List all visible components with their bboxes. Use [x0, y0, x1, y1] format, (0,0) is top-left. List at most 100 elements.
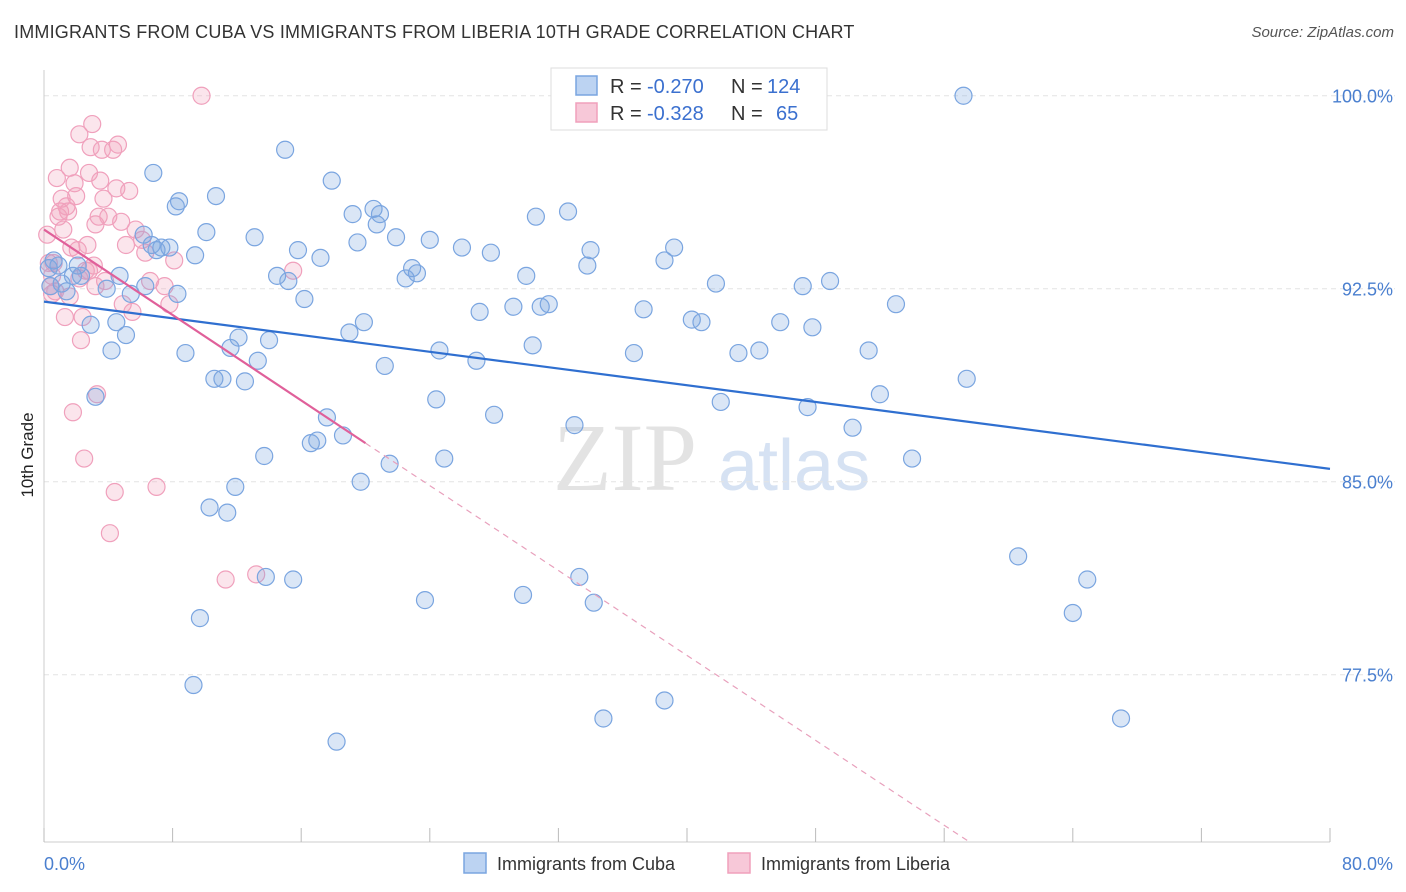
cuba-point — [311, 248, 330, 267]
cuba-point — [136, 277, 155, 296]
cuba-point — [558, 202, 578, 221]
liberia-point — [192, 86, 211, 105]
liberia-points — [38, 86, 303, 589]
cuba-point — [407, 264, 427, 283]
cuba-point — [256, 567, 275, 587]
cuba-point — [578, 256, 597, 275]
cuba-point — [245, 228, 264, 247]
cuba-point — [485, 405, 504, 424]
cuba-point — [711, 392, 730, 412]
cuba-point — [351, 472, 370, 491]
cuba-point — [386, 228, 406, 247]
liberia-point — [59, 202, 78, 221]
legend-cuba-r-value: -0.270 — [647, 76, 704, 98]
cuba-point — [380, 454, 399, 473]
liberia-point — [70, 125, 89, 144]
cuba-point — [284, 570, 303, 589]
cuba-trend-line — [43, 300, 1331, 470]
cuba-point — [86, 387, 105, 406]
cuba-point — [565, 416, 584, 435]
cuba-point — [213, 369, 232, 388]
liberia-point — [147, 477, 166, 496]
legend-swatch-liberia — [575, 102, 598, 123]
cuba-point — [798, 398, 817, 417]
cuba-point — [279, 271, 298, 291]
y-axis-label: 10th Grade — [18, 412, 37, 497]
cuba-point — [481, 243, 500, 262]
liberia-point — [216, 570, 235, 589]
cuba-point — [169, 192, 189, 211]
y-tick-label-1: 85.0% — [1342, 473, 1393, 493]
cuba-point — [295, 289, 314, 309]
liberia-point — [67, 186, 86, 206]
y-tick-label-2: 92.5% — [1342, 280, 1393, 300]
cuba-point — [176, 343, 195, 363]
cuba-point — [370, 205, 390, 224]
liberia-point — [83, 114, 102, 134]
liberia-point — [81, 138, 100, 157]
legend-box: R = -0.270 N = 124 R = -0.328 N = 65 — [550, 67, 828, 131]
cuba-point — [655, 251, 674, 270]
cuba-point — [229, 328, 248, 347]
trend-lines — [43, 228, 1331, 843]
bottom-legend: Immigrants from Cuba Immigrants from Lib… — [463, 852, 951, 874]
y-tick-label-0: 77.5% — [1342, 666, 1393, 686]
cuba-point — [184, 675, 203, 695]
cuba-point — [81, 315, 100, 334]
liberia-point — [71, 331, 91, 350]
cuba-point — [820, 271, 840, 291]
cuba-point — [206, 186, 226, 206]
liberia-point — [89, 207, 108, 226]
liberia-point — [105, 482, 124, 502]
cuba-point — [322, 171, 341, 190]
liberia-point — [94, 189, 113, 208]
cuba-point — [692, 313, 711, 332]
liberia-point — [104, 140, 123, 159]
cuba-point — [116, 325, 136, 345]
cuba-point — [435, 449, 454, 468]
cuba-point — [276, 140, 295, 159]
liberia-point — [95, 271, 115, 291]
x-tick-label-0: 0.0% — [44, 854, 85, 874]
source-label: Source: ZipAtlas.com — [1251, 24, 1394, 41]
cuba-point — [771, 313, 790, 332]
liberia-point — [100, 524, 120, 543]
cuba-point — [655, 691, 674, 710]
cuba-point — [1009, 547, 1028, 566]
cuba-point — [415, 591, 435, 610]
cuba-point — [71, 266, 91, 285]
cuba-point — [186, 246, 205, 265]
cuba-point — [354, 313, 373, 332]
legend-cuba-n-label: N = — [731, 76, 763, 98]
cuba-point — [634, 300, 653, 319]
bottom-legend-cuba: Immigrants from Cuba — [497, 854, 676, 874]
cuba-point — [107, 313, 126, 332]
cuba-point — [102, 341, 121, 360]
cuba-point — [190, 609, 210, 628]
cuba-point — [144, 163, 163, 183]
liberia-point — [120, 181, 139, 201]
cuba-point — [843, 418, 862, 437]
legend-swatch-cuba — [575, 75, 598, 96]
cuba-point — [41, 277, 60, 296]
liberia-trend-line — [43, 228, 367, 445]
cuba-point — [870, 385, 890, 404]
cuba-point — [57, 282, 76, 301]
legend-liberia-r-value: -0.328 — [647, 103, 704, 125]
cuba-point — [308, 431, 327, 450]
cuba-point — [44, 251, 63, 270]
cuba-point — [1111, 709, 1131, 728]
cuba-point — [539, 295, 558, 314]
liberia-point — [284, 261, 303, 280]
liberia-point — [55, 307, 74, 327]
liberia-point — [140, 271, 160, 291]
axes — [43, 70, 1331, 843]
cuba-point — [581, 241, 600, 260]
cuba-point — [526, 207, 545, 226]
watermark-zip: ZIP — [553, 404, 697, 511]
cuba-point — [166, 197, 185, 216]
cuba-point — [504, 297, 523, 316]
cuba-point — [248, 351, 267, 370]
liberia-point — [47, 168, 66, 188]
